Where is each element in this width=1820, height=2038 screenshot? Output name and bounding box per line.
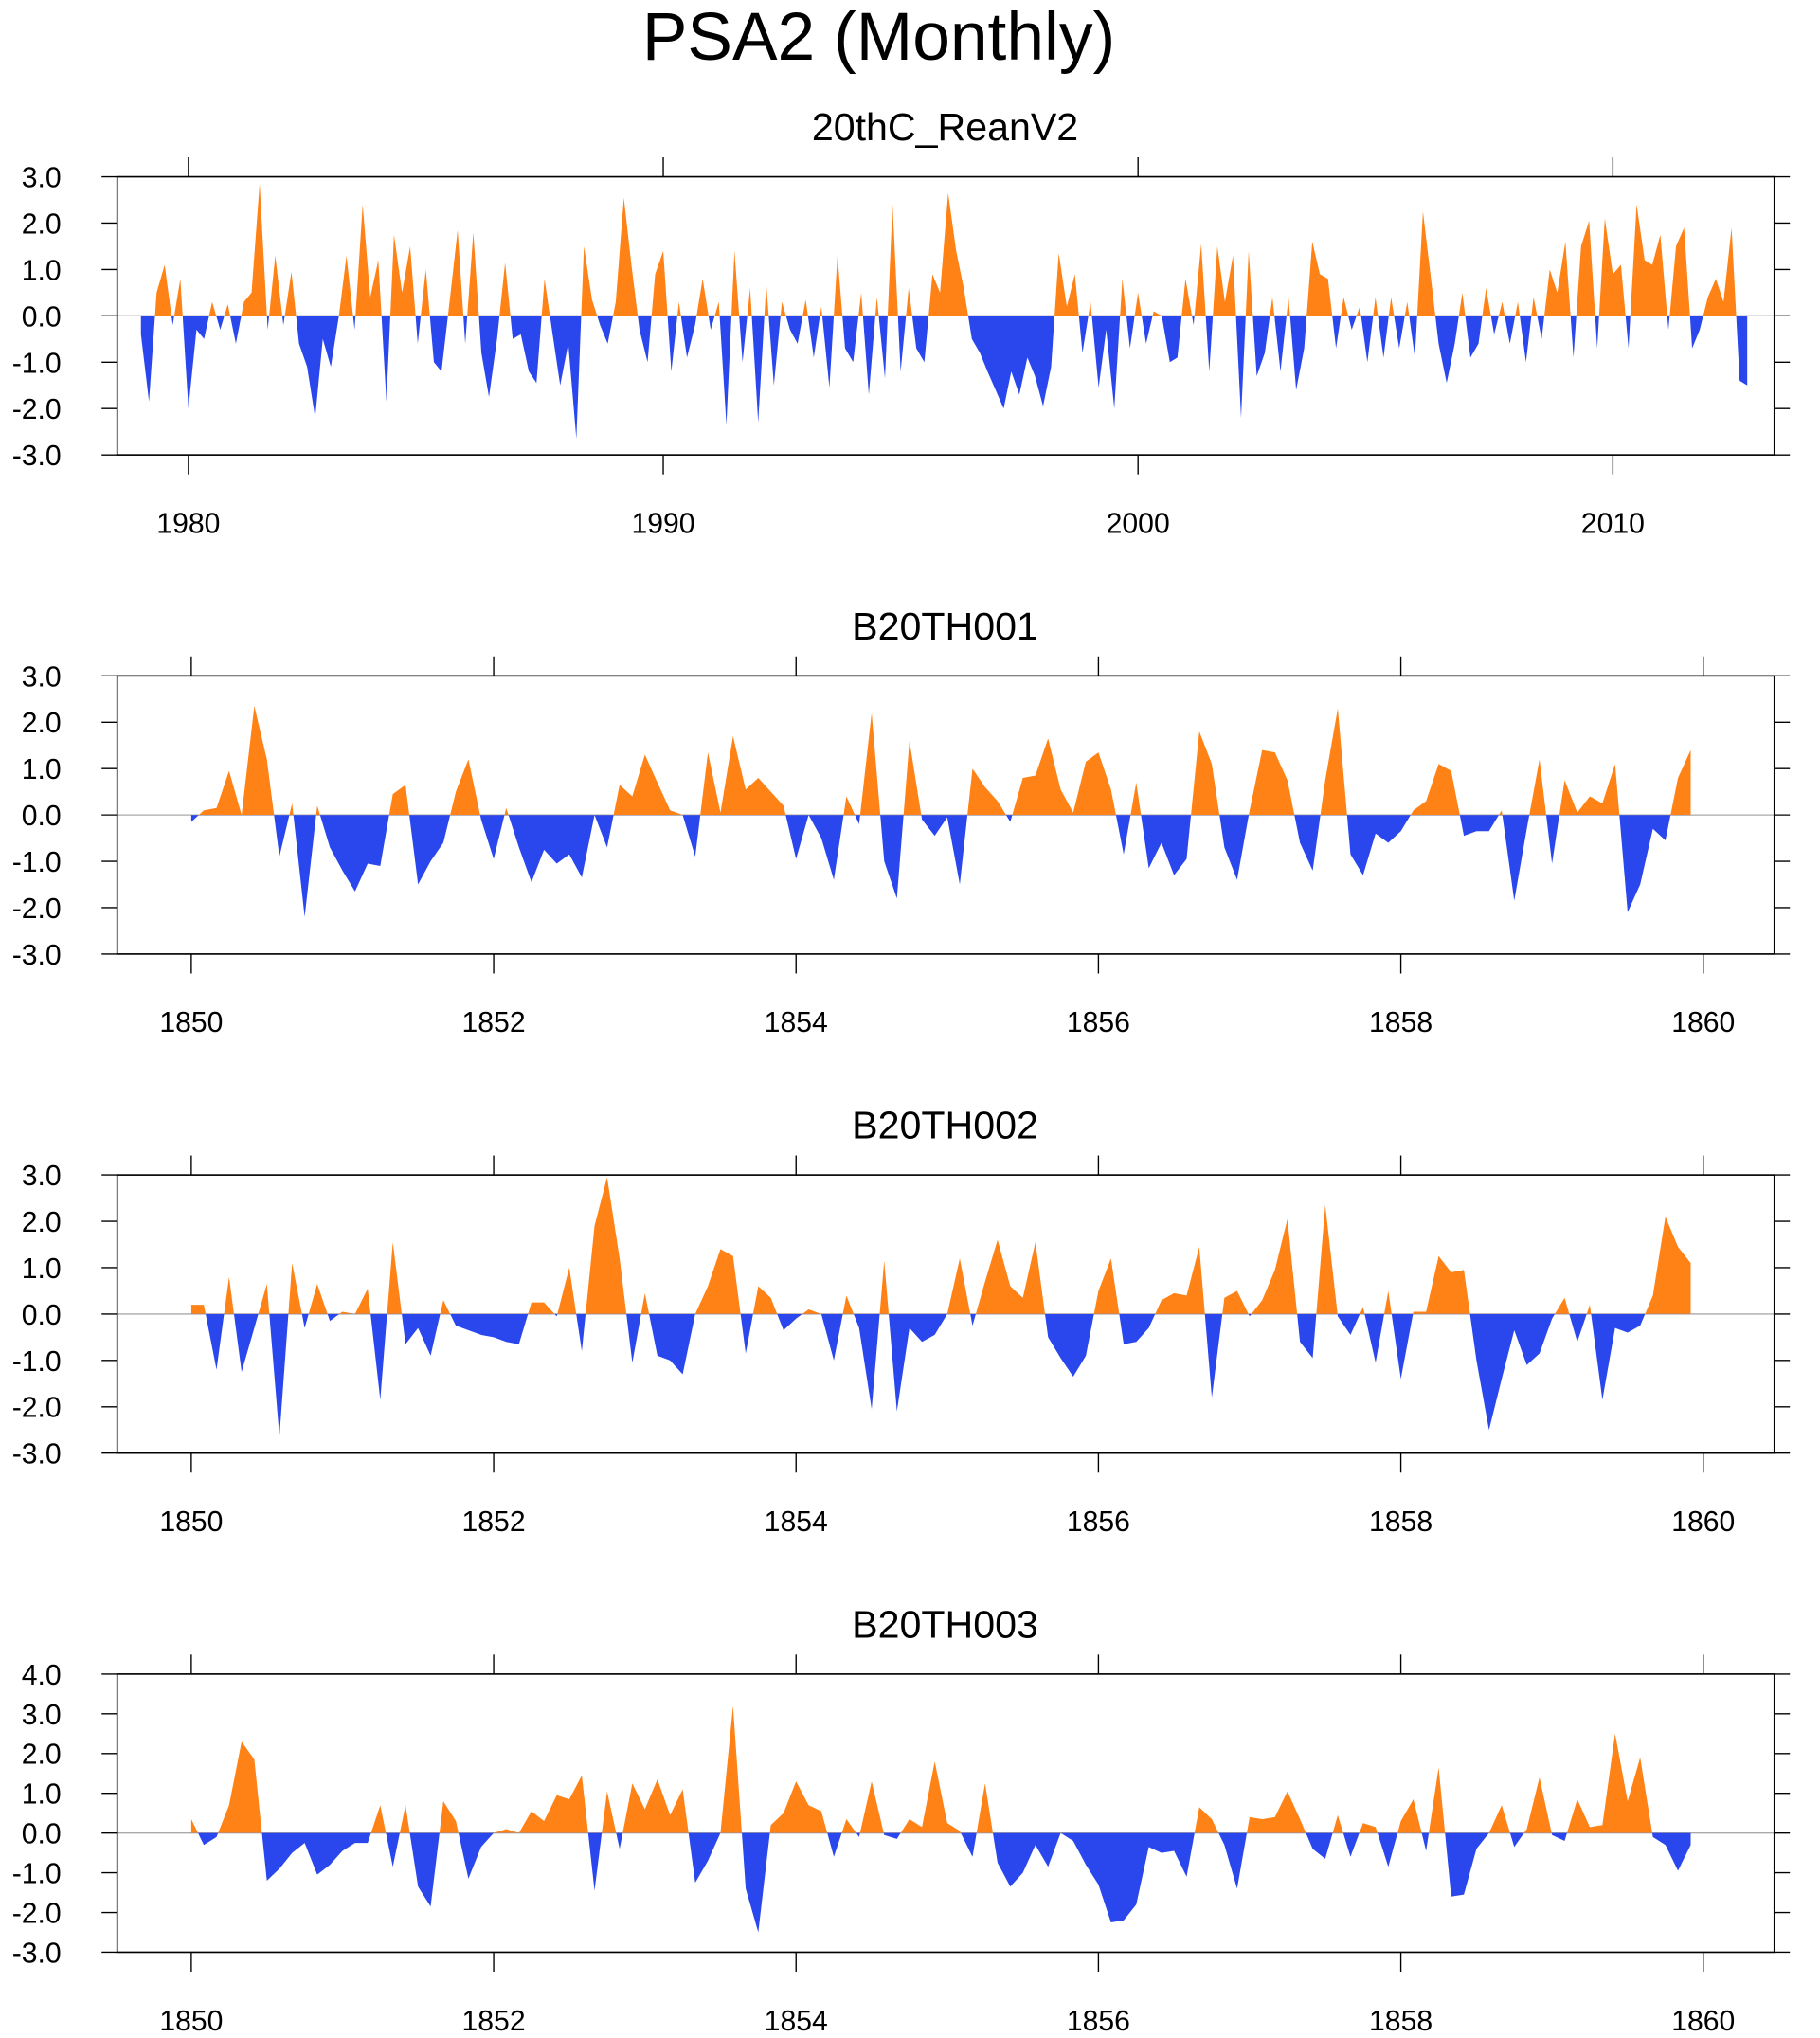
- x-tick-label: 1852: [462, 1007, 526, 1038]
- y-tick-label: 3.0: [22, 1700, 62, 1731]
- y-tick-label: -3.0: [12, 441, 62, 472]
- x-tick-label: 1860: [1671, 1007, 1735, 1038]
- positive-area: [190, 1177, 1691, 1314]
- negative-area: [206, 1313, 1646, 1437]
- y-tick-label: -1.0: [12, 847, 62, 878]
- y-tick-label: 1.0: [22, 255, 62, 286]
- panel-title: B20TH003: [852, 1602, 1038, 1646]
- y-tick-label: 0.0: [22, 1300, 62, 1331]
- x-tick-label: 1860: [1671, 2006, 1735, 2037]
- y-tick-label: 1.0: [22, 1779, 62, 1811]
- y-tick-label: -2.0: [12, 1393, 62, 1424]
- x-tick-label: 1850: [159, 2006, 223, 2037]
- x-tick-label: 2010: [1581, 508, 1645, 539]
- panel-title: B20TH002: [852, 1104, 1038, 1147]
- y-tick-label: 4.0: [22, 1660, 62, 1691]
- x-tick-label: 1856: [1067, 1506, 1130, 1538]
- x-tick-label: 1854: [765, 1506, 828, 1538]
- y-tick-label: 2.0: [22, 208, 62, 240]
- y-tick-label: -1.0: [12, 348, 62, 379]
- y-tick-label: 2.0: [22, 708, 62, 739]
- plot-frame: [116, 175, 1775, 456]
- x-tick-label: 1852: [462, 1506, 526, 1538]
- y-tick-label: -3.0: [12, 1439, 62, 1470]
- x-tick-label: 1854: [765, 1007, 828, 1038]
- negative-area: [140, 316, 1748, 440]
- y-tick-label: -1.0: [12, 1346, 62, 1378]
- x-tick-label: 1852: [462, 2006, 526, 2037]
- x-tick-label: 1858: [1369, 1506, 1433, 1538]
- y-tick-label: -3.0: [12, 1938, 62, 1969]
- y-tick-label: -2.0: [12, 1898, 62, 1929]
- plot-frame: [116, 1673, 1775, 1954]
- y-tick-label: -3.0: [12, 940, 62, 971]
- panel-title: B20TH001: [852, 604, 1038, 648]
- y-tick-label: -2.0: [12, 394, 62, 425]
- plot-frame: [116, 1174, 1775, 1454]
- y-tick-label: -2.0: [12, 893, 62, 925]
- y-tick-label: 3.0: [22, 163, 62, 194]
- y-tick-label: 3.0: [22, 1161, 62, 1192]
- y-tick-label: 1.0: [22, 1253, 62, 1285]
- main-title: PSA2 (Monthly): [642, 0, 1115, 75]
- x-tick-label: 1856: [1067, 2006, 1130, 2037]
- y-tick-label: 0.0: [22, 1819, 62, 1850]
- x-tick-label: 1856: [1067, 1007, 1130, 1038]
- y-tick-label: 2.0: [22, 1740, 62, 1771]
- x-tick-label: 1850: [159, 1506, 223, 1538]
- x-tick-label: 1980: [156, 508, 220, 539]
- panel-title: 20thC_ReanV2: [812, 105, 1078, 149]
- positive-area: [190, 1705, 1652, 1833]
- y-tick-label: 3.0: [22, 661, 62, 693]
- y-tick-label: 1.0: [22, 754, 62, 785]
- y-tick-label: 0.0: [22, 301, 62, 333]
- positive-area: [140, 183, 1748, 316]
- negative-area: [190, 815, 1691, 917]
- x-tick-label: 1860: [1671, 1506, 1735, 1538]
- y-tick-label: 0.0: [22, 801, 62, 832]
- x-tick-label: 1850: [159, 1007, 223, 1038]
- negative-area: [190, 1832, 1691, 1933]
- x-tick-label: 2000: [1107, 508, 1170, 539]
- x-tick-label: 1990: [631, 508, 694, 539]
- y-tick-label: -1.0: [12, 1859, 62, 1890]
- y-tick-label: 2.0: [22, 1207, 62, 1238]
- plot-frame: [116, 675, 1775, 955]
- x-tick-label: 1854: [765, 2006, 828, 2037]
- x-tick-label: 1858: [1369, 1007, 1433, 1038]
- positive-area: [190, 706, 1691, 816]
- x-tick-label: 1858: [1369, 2006, 1433, 2037]
